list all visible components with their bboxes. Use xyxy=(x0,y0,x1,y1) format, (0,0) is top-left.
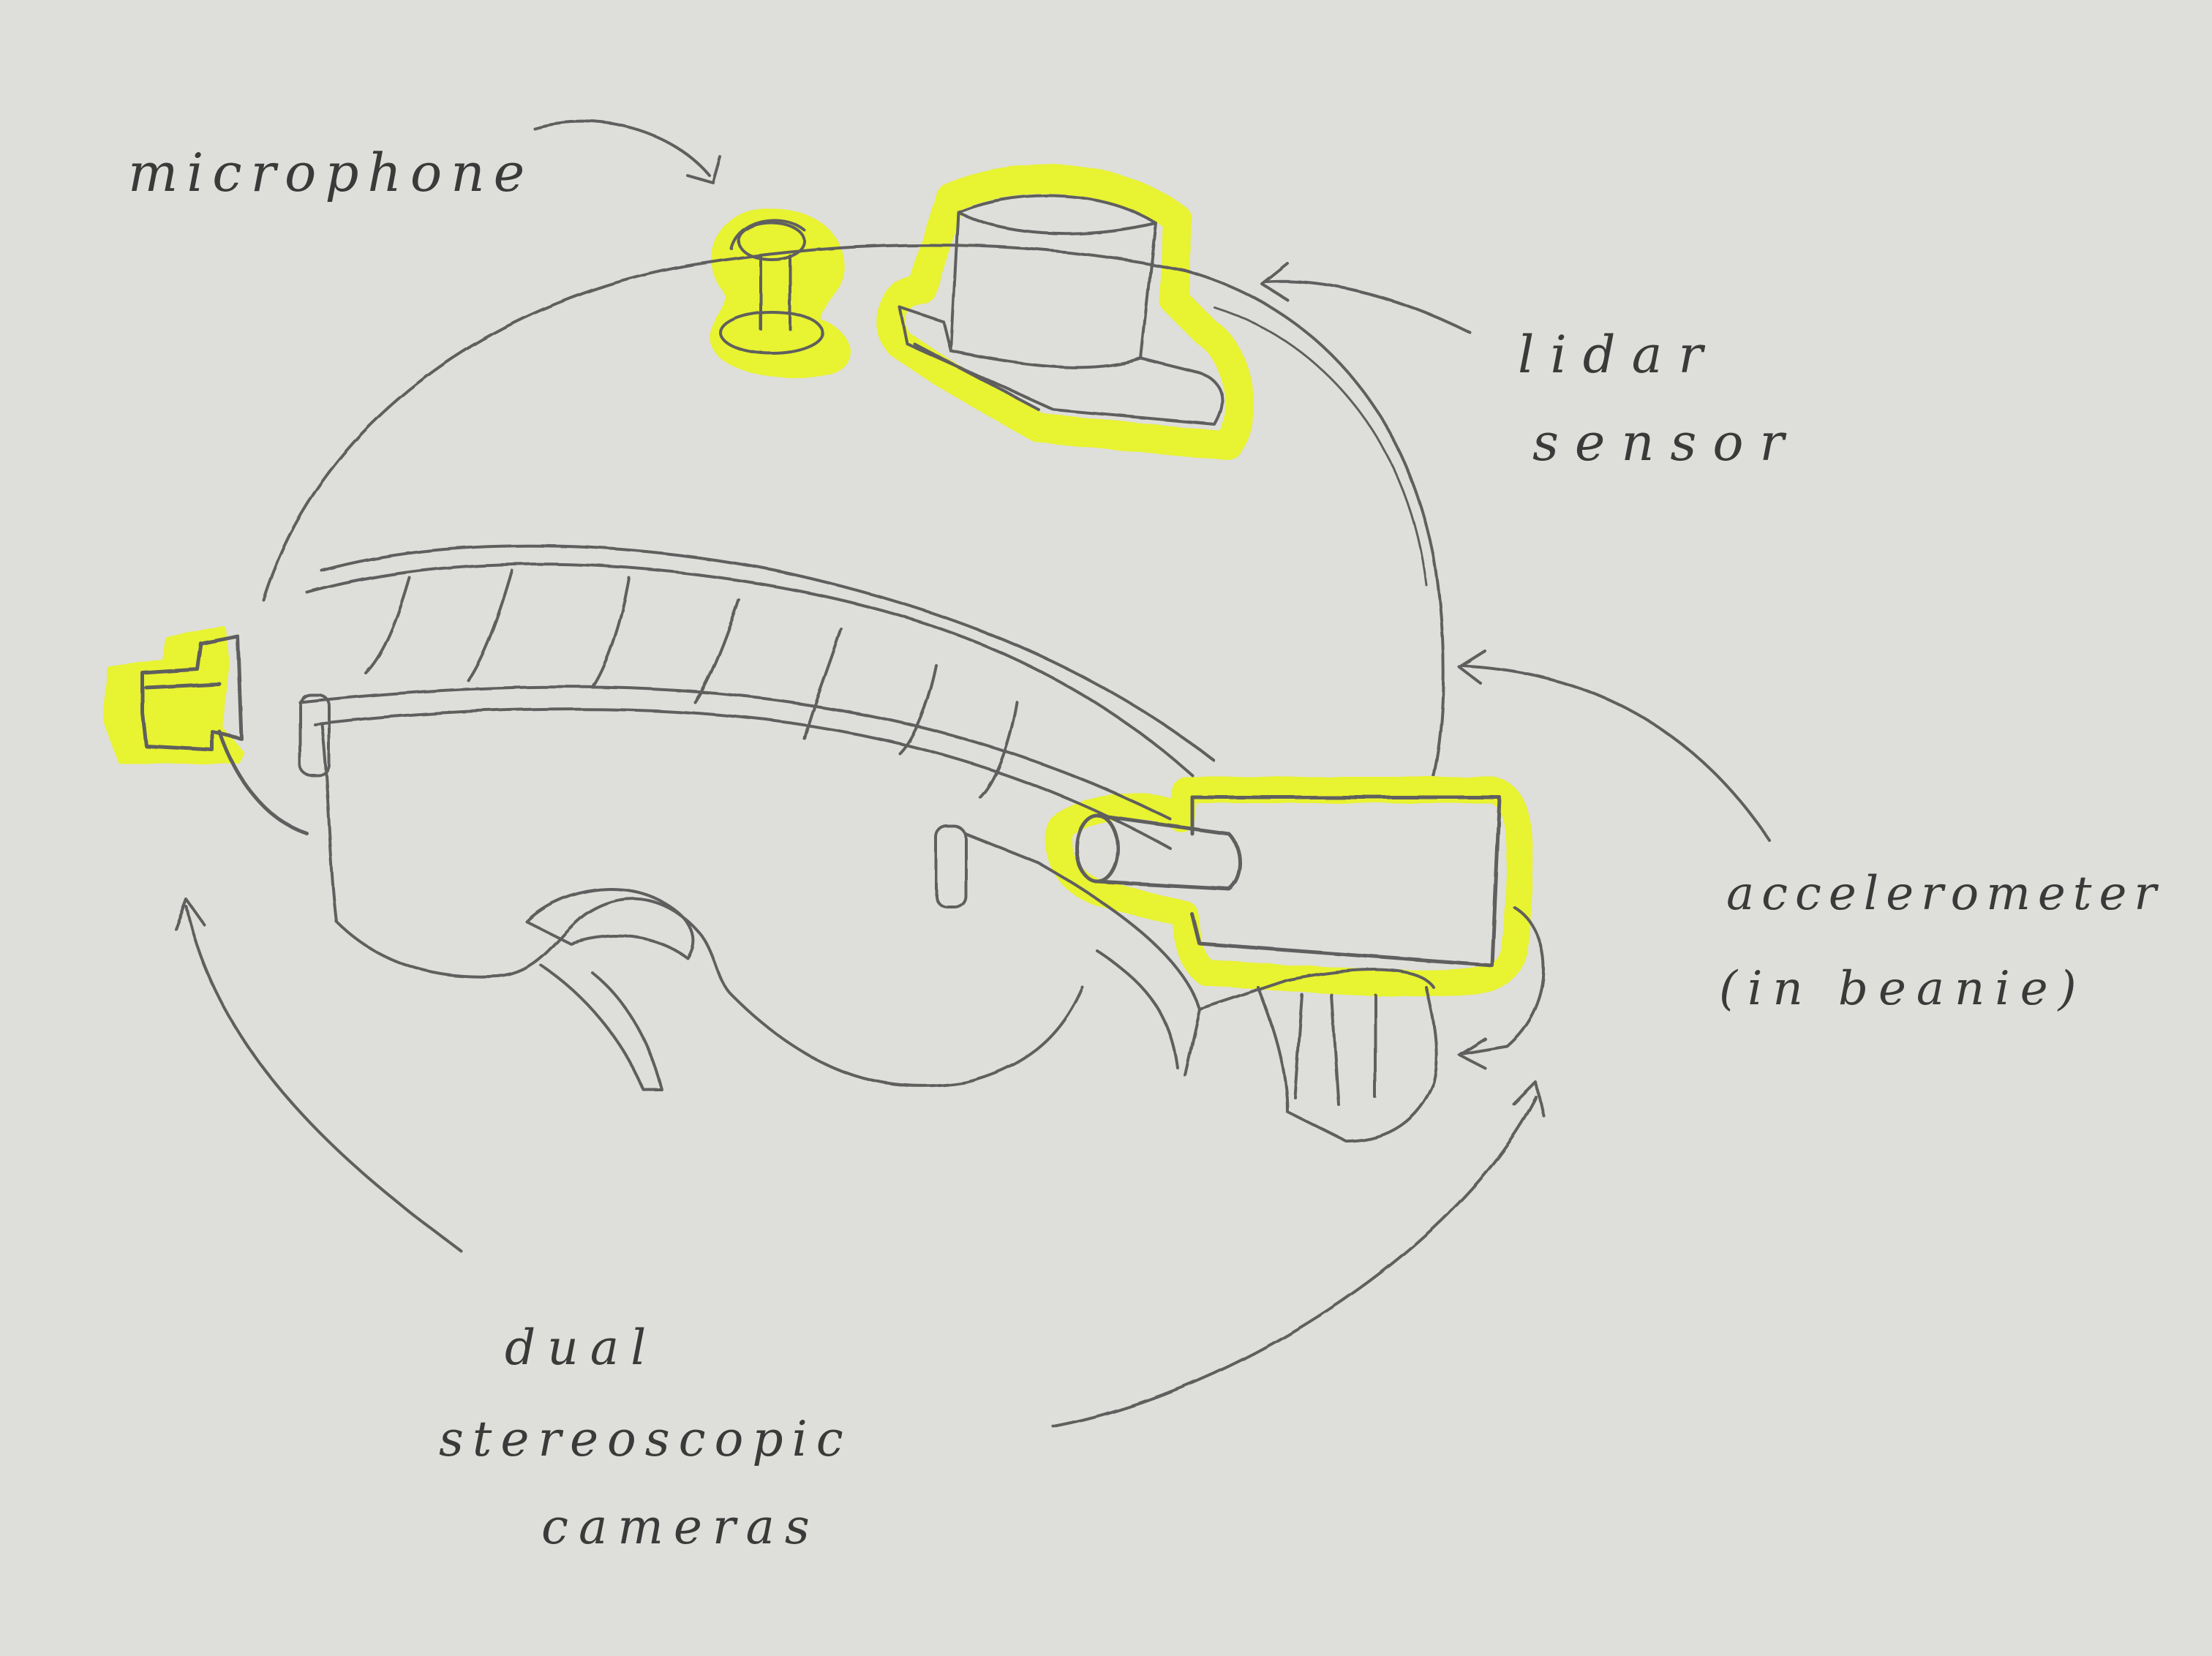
label-microphone: microphone xyxy=(128,146,533,199)
label-accelerometer-line1: accelerometer xyxy=(1726,870,2164,917)
label-cameras-line2: stereoscopic xyxy=(439,1415,852,1464)
label-cameras-line3: cameras xyxy=(541,1503,820,1551)
label-accelerometer-line2: (in beanie) xyxy=(1719,966,2087,1012)
highlight-microphone xyxy=(712,211,849,375)
label-cameras-line1: dual xyxy=(505,1324,658,1372)
label-lidar-line1: lidar xyxy=(1518,329,1719,380)
label-lidar-line2: sensor xyxy=(1532,417,1800,468)
